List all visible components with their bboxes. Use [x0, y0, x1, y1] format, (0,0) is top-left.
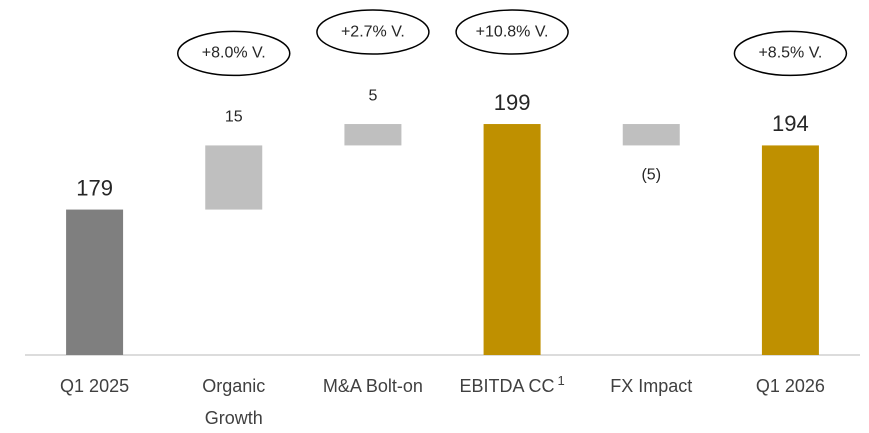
bar: [205, 145, 263, 210]
annotation-ellipse: [177, 30, 291, 77]
annotation-ellipse: [316, 9, 430, 55]
bar: [344, 124, 402, 146]
annotation: +2.7% V.: [341, 23, 405, 40]
annotation: +8.0% V.: [202, 45, 266, 62]
category-text: M&A Bolt-on: [322, 376, 423, 396]
x-tick-label: Q1 2026: [732, 370, 848, 402]
category-text: FX Impact: [610, 376, 693, 396]
annotation: +10.8% V.: [476, 23, 549, 40]
x-tick-label: FX Impact: [593, 370, 709, 402]
annotation-ellipse: [733, 30, 848, 77]
category-text: Q1 2025: [60, 376, 130, 396]
value-label: (5): [641, 167, 661, 184]
annotation-ellipse: [455, 9, 569, 55]
value-label: 194: [772, 111, 809, 136]
value-label: 5: [368, 87, 377, 104]
bar: [483, 124, 541, 355]
value-label: 15: [225, 109, 243, 126]
x-tick-label: Q1 2025: [37, 370, 153, 402]
bar: [622, 124, 680, 146]
category-text: Q1 2026: [755, 376, 825, 396]
bar: [761, 145, 819, 355]
value-label: 179: [76, 175, 113, 200]
value-label: 199: [494, 90, 531, 115]
bar: [66, 209, 124, 355]
category-text: EBITDA CC: [459, 376, 555, 396]
footnote-mark: 1: [557, 373, 565, 388]
annotation: +8.5% V.: [758, 45, 822, 62]
x-tick-label: EBITDA CC 1: [454, 370, 570, 402]
category-text: Organic Growth: [202, 376, 266, 428]
x-tick-label: Organic Growth: [176, 370, 292, 433]
x-tick-label: M&A Bolt-on: [315, 370, 431, 402]
